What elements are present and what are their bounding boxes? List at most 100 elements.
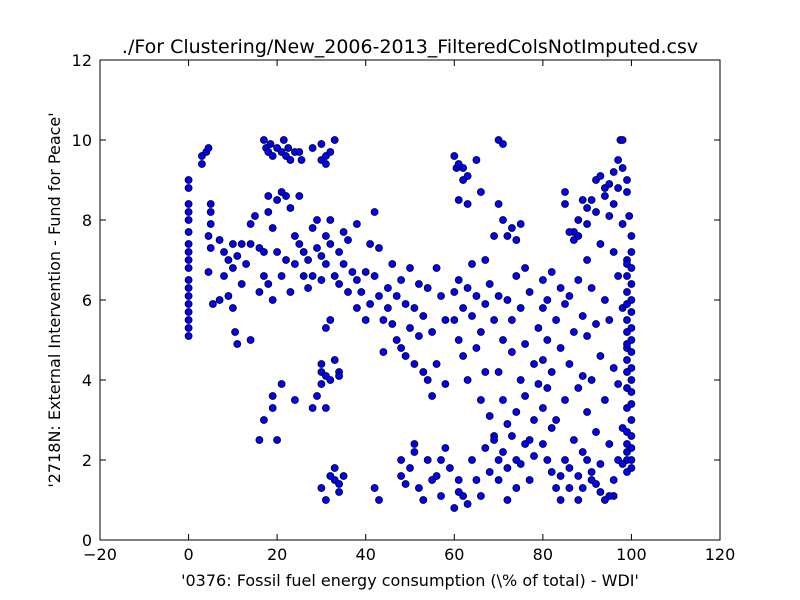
data-point [437, 456, 445, 464]
data-point [414, 332, 423, 340]
x-tick-label: 100 [616, 545, 647, 564]
data-point [326, 240, 335, 248]
data-point [494, 456, 503, 464]
data-point [410, 448, 419, 456]
data-point [215, 296, 224, 304]
points-layer [184, 136, 636, 512]
data-point [317, 140, 326, 148]
data-point [344, 236, 352, 244]
data-point [441, 444, 450, 452]
y-tick-label: 4 [82, 371, 92, 390]
data-point [596, 240, 605, 248]
data-point [472, 292, 481, 300]
data-point [392, 292, 401, 300]
data-point [313, 392, 321, 400]
data-point [499, 336, 507, 344]
data-point [468, 260, 476, 268]
data-point [339, 472, 348, 480]
data-point [423, 376, 432, 384]
data-point [295, 240, 304, 248]
data-point [605, 492, 614, 500]
data-point [521, 392, 529, 400]
data-point [220, 272, 228, 280]
data-point [286, 156, 295, 164]
data-point [206, 200, 215, 208]
data-point [565, 360, 574, 368]
data-point [397, 344, 406, 352]
data-point [459, 304, 468, 312]
y-tick-label: 6 [82, 291, 92, 310]
x-tick-label: 120 [705, 545, 736, 564]
data-point [379, 316, 388, 324]
data-point [231, 328, 240, 336]
data-point [330, 356, 339, 364]
data-point [233, 340, 242, 348]
data-point [184, 176, 193, 184]
data-point [623, 188, 631, 196]
data-point [330, 136, 339, 144]
data-point [228, 304, 237, 312]
data-point [459, 164, 468, 172]
data-point [284, 144, 293, 152]
data-point [552, 316, 560, 324]
y-tick-label: 10 [72, 131, 92, 150]
data-point [268, 296, 277, 304]
data-point [521, 340, 529, 348]
x-axis-label: '0376: Fossil fuel energy consumption (\… [181, 571, 639, 590]
data-point [326, 376, 335, 384]
data-point [539, 440, 547, 448]
y-tick-label: 2 [82, 451, 92, 470]
data-point [587, 376, 596, 384]
data-point [476, 492, 485, 500]
data-point [507, 432, 516, 440]
data-point [627, 348, 636, 356]
data-point [344, 288, 352, 296]
data-point [521, 440, 529, 448]
data-point [454, 336, 463, 344]
data-point [454, 488, 463, 496]
data-point [410, 304, 419, 312]
data-point [623, 176, 631, 184]
data-point [450, 152, 459, 160]
data-point [295, 192, 304, 200]
data-point [255, 288, 264, 296]
data-point [627, 280, 636, 288]
data-point [432, 472, 441, 480]
data-point [184, 200, 193, 208]
data-point [423, 284, 432, 292]
data-point [184, 264, 193, 272]
data-point [476, 188, 485, 196]
data-point [330, 464, 339, 472]
data-point [609, 364, 618, 372]
data-point [330, 272, 339, 280]
data-point [494, 200, 503, 208]
data-point [543, 456, 552, 464]
data-point [627, 456, 636, 464]
data-point [273, 436, 282, 444]
data-point [184, 216, 193, 224]
x-tick-label: 80 [533, 545, 553, 564]
data-point [530, 360, 538, 368]
data-point [423, 456, 432, 464]
data-point [184, 292, 193, 300]
data-point [494, 292, 503, 300]
x-tick-label: 40 [356, 545, 376, 564]
data-point [592, 428, 600, 436]
data-point [308, 404, 317, 412]
data-point [525, 288, 534, 296]
data-point [246, 240, 255, 248]
data-point [623, 288, 631, 296]
data-point [361, 316, 370, 324]
data-point [259, 416, 268, 424]
data-point [618, 220, 627, 228]
data-point [627, 364, 636, 372]
data-point [206, 220, 215, 228]
data-point [503, 232, 512, 240]
data-point [410, 360, 419, 368]
data-point [204, 144, 213, 152]
data-point [206, 244, 215, 252]
data-point [556, 496, 565, 504]
data-point [503, 420, 512, 428]
data-point [596, 172, 605, 180]
